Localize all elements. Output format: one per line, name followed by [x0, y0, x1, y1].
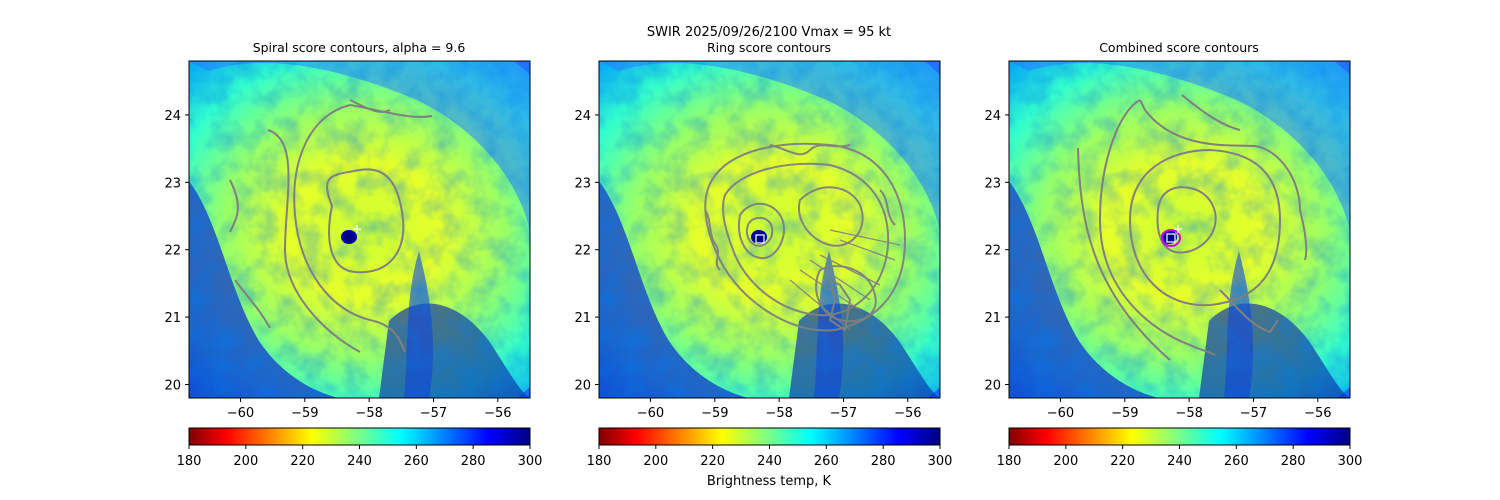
colorbar-1-ticks: 180 200 220 240 260 280 300	[177, 445, 543, 469]
panel-spiral-xaxis: −60 −59 −58 −57 −56	[227, 398, 512, 421]
y-tick-label: 23	[984, 176, 1001, 191]
panel-ring-subtitle: Ring score contours	[707, 40, 831, 55]
colorbar-tick-label: 300	[518, 454, 543, 469]
colorbar-tick-label: 220	[290, 454, 315, 469]
colorbar-2: 180 200 220 240 260 280 300 Brightness temp, K	[587, 427, 953, 489]
x-tick-label: −59	[291, 406, 318, 421]
colorbar-1: 180 200 220 240 260 280 300	[177, 427, 543, 469]
x-tick-label: −58	[1175, 406, 1202, 421]
x-tick-label: −58	[355, 406, 382, 421]
y-tick-label: 24	[574, 109, 591, 124]
y-tick-label: 21	[574, 311, 591, 326]
x-tick-label: −57	[420, 406, 447, 421]
y-tick-label: 24	[984, 109, 1001, 124]
panel-combined-marker-plus	[1174, 225, 1182, 233]
panel-combined-marker-square	[1166, 233, 1176, 243]
colorbar-3-bar	[1008, 427, 1351, 446]
panel-combined-image	[899, 1, 1419, 461]
y-tick-label: 22	[984, 244, 1001, 259]
colorbar-tick-label: 200	[643, 454, 668, 469]
x-tick-label: −56	[1304, 406, 1331, 421]
figure-title: SWIR 2025/09/26/2100 Vmax = 95 kt	[647, 25, 891, 40]
colorbar-label: Brightness temp, K	[707, 474, 832, 489]
colorbar-tick-label: 200	[1053, 454, 1078, 469]
panel-combined-eye-highlight	[1161, 229, 1181, 247]
y-tick-label: 21	[984, 311, 1001, 326]
panel-spiral-image	[79, 1, 599, 461]
colorbar-tick-label: 220	[1110, 454, 1135, 469]
colorbar-tick-label: 220	[700, 454, 725, 469]
colorbar-tick-label: 300	[928, 454, 953, 469]
colorbar-tick-label: 300	[1338, 454, 1363, 469]
panel-spiral-yaxis: 20 21 22 23 24	[164, 109, 189, 394]
x-tick-label: −56	[894, 406, 921, 421]
panel-ring-frame	[598, 60, 941, 399]
colorbar-tick-label: 180	[177, 454, 202, 469]
colorbar-3-ticks: 180 200 220 240 260 280 300	[997, 445, 1363, 469]
y-tick-label: 20	[984, 379, 1001, 394]
x-tick-label: −60	[637, 406, 664, 421]
colorbar-tick-label: 280	[871, 454, 896, 469]
x-tick-label: −59	[1111, 406, 1138, 421]
colorbar-tick-label: 240	[757, 454, 782, 469]
panel-combined-yaxis: 20 21 22 23 24	[984, 109, 1009, 394]
y-tick-label: 20	[574, 379, 591, 394]
colorbar-tick-label: 260	[404, 454, 429, 469]
colorbar-tick-label: 280	[461, 454, 486, 469]
panel-spiral-frame	[188, 60, 531, 399]
colorbar-tick-label: 200	[233, 454, 258, 469]
panel-combined-title: Combined score contours	[1099, 40, 1259, 55]
colorbar-tick-label: 280	[1281, 454, 1306, 469]
panel-spiral-marker-plus	[353, 225, 361, 233]
x-tick-label: −58	[765, 406, 792, 421]
x-tick-label: −60	[227, 406, 254, 421]
y-tick-label: 20	[164, 379, 181, 394]
panel-combined-frame	[1008, 60, 1351, 399]
x-tick-label: −59	[701, 406, 728, 421]
colorbar-2-bar	[598, 427, 941, 446]
y-tick-label: 21	[164, 311, 181, 326]
y-tick-label: 24	[164, 109, 181, 124]
panel-spiral-title: Spiral score contours, alpha = 9.6	[253, 40, 466, 55]
panel-ring: Ring score contours −60 −59 −58 −57−	[489, 1, 1009, 461]
x-tick-label: −57	[1240, 406, 1267, 421]
panel-ring-marker-square	[755, 234, 765, 244]
y-tick-label: 23	[164, 176, 181, 191]
x-tick-label: −57	[830, 406, 857, 421]
colorbar-tick-label: 180	[997, 454, 1022, 469]
colorbar-3: 180 200 220 240 260 280 300	[997, 427, 1363, 469]
panel-combined-xaxis: −60 −59 −58 −57 −56	[1047, 398, 1332, 421]
panel-ring-xaxis: −60 −59 −58 −57 −56	[637, 398, 922, 421]
panel-ring-image	[489, 1, 1009, 461]
panel-combined: Combined score contours −60 −59 −58 −57 −56 …	[899, 1, 1419, 461]
x-tick-label: −56	[484, 406, 511, 421]
colorbar-tick-label: 240	[1167, 454, 1192, 469]
colorbar-2-ticks: 180 200 220 240 260 280 300	[587, 445, 953, 469]
panel-spiral: Spiral score contours, alpha = 9.6 −60 −5…	[79, 1, 599, 461]
y-tick-label: 22	[164, 244, 181, 259]
colorbar-tick-label: 240	[347, 454, 372, 469]
colorbar-tick-label: 260	[814, 454, 839, 469]
y-tick-label: 23	[574, 176, 591, 191]
colorbar-1-bar	[188, 427, 531, 446]
colorbar-tick-label: 260	[1224, 454, 1249, 469]
x-tick-label: −60	[1047, 406, 1074, 421]
colorbar-tick-label: 180	[587, 454, 612, 469]
y-tick-label: 22	[574, 244, 591, 259]
panel-ring-yaxis: 20 21 22 23 24	[574, 109, 599, 394]
